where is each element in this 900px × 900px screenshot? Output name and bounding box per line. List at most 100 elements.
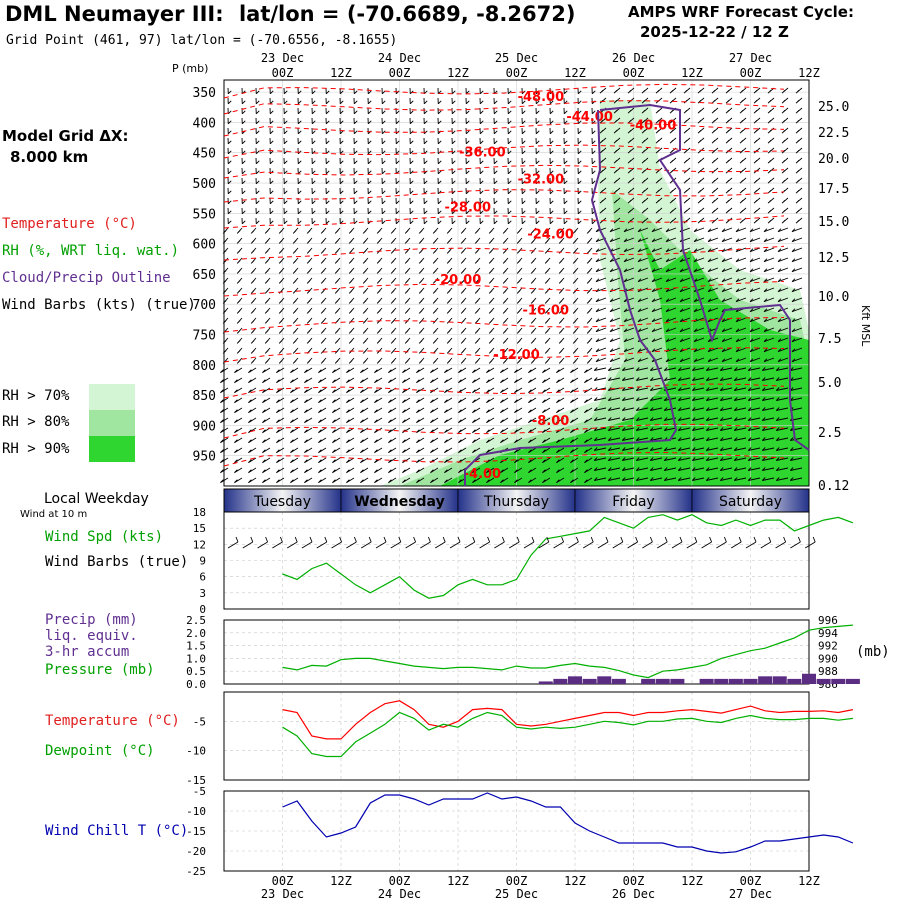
wind-barb [262,457,271,464]
wind-barb [227,117,232,125]
wind-barb [381,177,386,185]
height-tick-label: 2.5 [818,426,841,441]
wind-barb [514,427,523,434]
wind-barb [516,357,523,364]
wind-barb [409,207,414,215]
wind-barb [241,207,246,215]
wind-barb [753,187,761,194]
wind-barb [775,477,789,481]
wind-barb [460,247,467,254]
wind-barb [739,107,747,114]
wind-barb [747,437,761,441]
wind-barb [311,157,316,165]
wind-barb [488,297,495,304]
wind-barb [697,157,705,164]
top-hour-label: 00Z [506,66,528,80]
precip-label-2: liq. equiv. [45,628,138,644]
wind-barb [346,377,355,384]
wind-barb [747,447,761,451]
wind-barb [320,257,327,264]
wind-barb [278,347,285,354]
wind-barb [332,457,341,464]
wind-barb [367,207,372,215]
wind-barb [430,447,439,454]
wind-barb [262,467,271,474]
wind-barb [320,277,327,284]
wind-barb [781,87,789,94]
wind-barb [651,247,663,253]
wind-barb [679,277,691,283]
wind-barb [749,237,761,243]
wind-barb [362,307,369,314]
wind-barb [346,367,355,374]
wind-barb [374,377,383,384]
wind-barb [775,427,789,431]
wind-barb [693,227,705,233]
wind-barb [262,437,271,444]
precip-label: Precip (mm) [45,612,138,628]
wind-barb [395,207,400,215]
wind-barb [599,137,607,144]
surface-wind-barb [227,536,239,549]
wind-barb [775,447,789,451]
wind-barb [544,357,551,364]
wind-barb [325,107,330,115]
wind-barb [591,167,596,175]
bottom-hour-label: 00Z [740,874,762,888]
wind-barb [621,467,635,471]
wind-barb [733,367,747,371]
wind-barb [320,347,327,354]
wind-barb [599,207,607,214]
wind-barb [749,347,761,353]
surface-wind-barb [405,536,417,549]
wind-barb [572,277,579,284]
wind-barb [775,417,789,421]
wind-barb [791,317,803,323]
wind-barb [334,297,341,304]
wind-barb [535,197,540,205]
pressure-tick-label: 990 [818,652,838,665]
wind-barb [649,427,663,431]
wind-barb [362,247,369,254]
wind-barb [437,117,442,125]
wind-barb [711,117,719,124]
wind-barb [613,147,621,154]
wind-barb [255,117,260,125]
wind-barb [570,377,579,384]
precip-bar [553,678,568,684]
wind-barb [549,207,554,215]
wind-barb [521,207,526,215]
wind-barb [423,177,428,185]
wind-barb [264,247,271,254]
wind-barb [651,347,663,353]
wind-barb [733,427,747,431]
precip-tick-label: 0.5 [186,665,206,678]
wind-barb [376,287,383,294]
surface-wind-barb [375,536,387,549]
wind-barb [227,97,232,105]
wind-barb [669,217,677,224]
wind-barb [234,407,243,414]
wind-barb [234,417,243,424]
wind-barb [486,367,495,374]
bottom-hour-label: 12Z [447,874,469,888]
wind-barb [255,177,260,185]
cycle-title: AMPS WRF Forecast Cycle: [628,3,854,21]
wind-barb [683,147,691,154]
surface-wind-barb [790,536,801,549]
wind-barb [761,457,775,461]
wind-barb [479,177,484,185]
windchill-tick-label: -20 [186,845,206,858]
wind-barb [262,407,271,414]
temperature-tick-label: -15 [186,774,206,787]
wind-barb [586,337,593,344]
wind-barb [262,387,271,394]
wind-barb [278,247,285,254]
wind-barb [264,277,271,284]
wind-barb [528,387,537,394]
wind-barb [721,297,733,303]
wind-barb [241,97,246,105]
wind-barb [570,477,579,484]
wind-barb [528,407,537,414]
wind-barb [528,457,537,464]
